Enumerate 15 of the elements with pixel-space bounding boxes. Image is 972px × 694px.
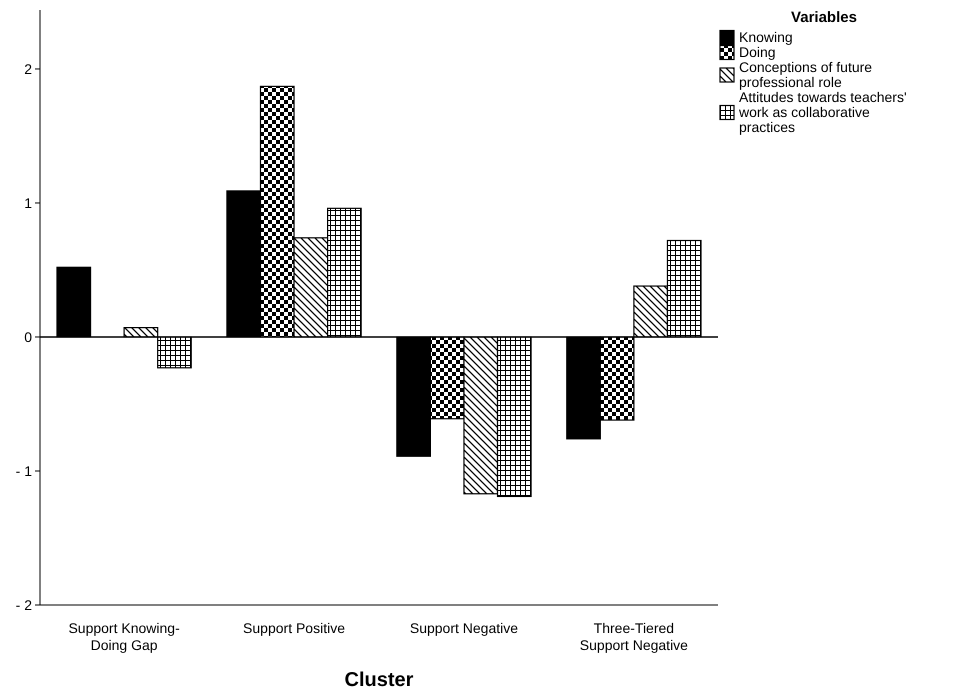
x-tick-label: Support Negative: [410, 620, 518, 636]
x-tick-label: Support Knowing-Doing Gap: [68, 620, 180, 653]
legend-label: Attitudes towards teachers' work as collaborative practices: [738, 89, 907, 135]
y-tick-label: - 2: [16, 596, 32, 613]
legend-label: Knowing: [739, 29, 793, 45]
x-tick-label: Three-Tiered Support Negative: [580, 620, 688, 653]
y-tick-label: 2: [24, 60, 32, 77]
y-tick-label: 0: [24, 328, 32, 345]
y-tick-label: - 1: [16, 462, 32, 479]
x-tick-label: Support Positive: [243, 620, 346, 636]
legend-title: Variables: [791, 9, 857, 26]
legend-label: Doing: [739, 44, 776, 60]
y-tick-label: 1: [24, 194, 32, 211]
x-axis-title: Cluster: [344, 669, 414, 691]
legend-label: Conceptions of future professional role: [739, 59, 872, 90]
